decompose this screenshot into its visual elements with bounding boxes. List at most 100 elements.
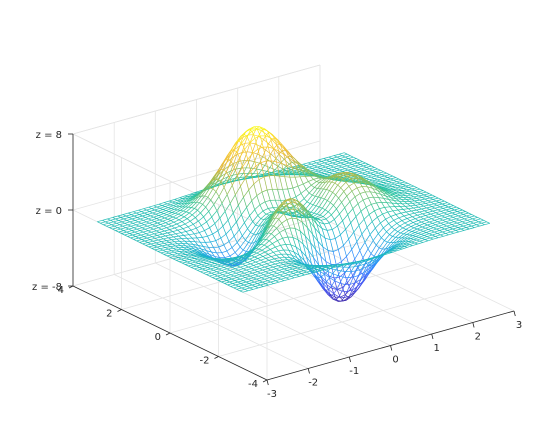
mesh-line-along-y — [173, 232, 176, 234]
mesh-line-along-x — [402, 190, 407, 191]
mesh-line-along-y — [331, 215, 334, 220]
mesh-line-along-x — [366, 166, 371, 167]
mesh-line-along-y — [179, 236, 182, 239]
mesh-line-along-x — [334, 214, 339, 219]
mesh-line-along-x — [253, 288, 258, 290]
mesh-line-along-y — [387, 173, 390, 175]
mesh-line-along-y — [261, 260, 264, 262]
mesh-line-along-x — [381, 232, 386, 238]
mesh-line-along-y — [409, 215, 412, 217]
mesh-line-along-x — [264, 260, 269, 262]
mesh-line-along-x — [451, 219, 456, 220]
mesh-line-along-x — [149, 246, 154, 247]
mesh-line-along-x — [335, 159, 340, 160]
mesh-line-along-x — [239, 161, 244, 162]
mesh-line-along-y — [281, 245, 284, 250]
mesh-line-along-x — [135, 231, 140, 233]
mesh-line-along-x — [165, 216, 170, 218]
mesh-line-along-y — [248, 243, 251, 244]
mesh-line-along-x — [225, 282, 230, 283]
mesh-line-along-x — [241, 207, 246, 214]
mesh-line-along-y — [321, 274, 324, 277]
mesh-line-along-x — [309, 188, 314, 194]
mesh-line-along-x — [423, 201, 428, 202]
mesh-line-along-y — [330, 203, 333, 206]
mesh-line-along-y — [261, 219, 264, 220]
mesh-line-along-y — [327, 190, 330, 191]
mesh-line-along-x — [170, 203, 175, 205]
mesh-line-along-y — [328, 212, 331, 215]
mesh-line-along-y — [143, 232, 146, 234]
mesh-line-along-x — [347, 250, 352, 257]
mesh-line-along-x — [453, 216, 458, 218]
mesh-line-along-y — [240, 158, 243, 167]
mesh-line-along-y — [267, 247, 270, 250]
mesh-line-along-x — [393, 186, 398, 187]
mesh-line-along-x — [253, 259, 258, 261]
mesh-line-along-y — [253, 261, 256, 263]
mesh-line-along-x — [429, 204, 434, 205]
mesh-line-along-x — [260, 202, 265, 205]
mesh-line-along-y — [272, 189, 275, 200]
mesh-line-along-x — [249, 270, 254, 272]
mesh-line-along-x — [198, 217, 203, 221]
mesh-line-along-x — [105, 220, 110, 222]
mesh-line-along-x — [406, 185, 411, 186]
mesh-line-along-y — [210, 228, 213, 234]
mesh-line-along-y — [191, 230, 194, 234]
mesh-line-along-y — [352, 191, 355, 197]
mesh-line-along-y — [174, 237, 177, 239]
mesh-line-along-x — [166, 251, 171, 252]
mesh-line-along-y — [205, 231, 208, 237]
mesh-line-along-x — [360, 192, 365, 194]
mesh-line-along-x — [390, 230, 395, 235]
mesh-line-along-x — [248, 289, 253, 290]
mesh-line-along-x — [164, 224, 169, 226]
mesh-line-along-x — [275, 275, 280, 276]
mesh-line-along-y — [397, 223, 400, 226]
mesh-line-along-y — [288, 237, 291, 245]
mesh-line-along-x — [275, 233, 280, 237]
mesh-line-along-y — [447, 203, 450, 205]
mesh-line-along-y — [418, 221, 421, 223]
mesh-line-along-x — [460, 223, 465, 224]
mesh-line-along-x — [378, 183, 383, 184]
mesh-line-along-x — [149, 234, 154, 235]
mesh-line-along-x — [288, 188, 293, 189]
mesh-line-along-x — [198, 259, 203, 260]
mesh-line-along-y — [395, 207, 398, 210]
mesh-line-along-x — [250, 143, 255, 144]
mesh-line-along-x — [367, 222, 372, 228]
mesh-line-along-y — [431, 214, 434, 216]
mesh-line-along-x — [157, 206, 162, 208]
mesh-line-along-x — [360, 174, 365, 175]
mesh-line-along-x — [357, 162, 362, 163]
mesh-line-along-x — [246, 269, 251, 271]
mesh-line-along-x — [133, 234, 138, 235]
mesh-line-along-x — [199, 262, 204, 263]
mesh-line-along-x — [392, 223, 397, 227]
mesh-line-along-x — [150, 238, 155, 239]
mesh-line-along-x — [173, 230, 178, 231]
mesh-line-along-x — [238, 269, 243, 271]
mesh-line-along-x — [429, 232, 434, 234]
mesh-line-along-y — [370, 192, 373, 197]
mesh-line-along-y — [197, 238, 200, 242]
mesh-line-along-y — [356, 217, 359, 226]
mesh-line-along-x — [458, 226, 463, 227]
y-tick-label: 0 — [155, 332, 161, 343]
mesh-line-along-y — [213, 189, 216, 192]
mesh-line-along-y — [166, 223, 169, 225]
mesh-line-along-y — [307, 202, 310, 204]
mesh-line-along-x — [394, 179, 399, 180]
mesh-line-along-y — [273, 267, 276, 269]
mesh-line-along-x — [417, 214, 422, 215]
mesh-line-along-x — [229, 236, 234, 241]
mesh-line-along-y — [347, 154, 350, 156]
mesh-line-along-y — [364, 219, 367, 227]
mesh-line-along-y — [275, 247, 278, 251]
mesh-line-along-x — [269, 259, 274, 260]
mesh-line-along-x — [351, 217, 356, 223]
mesh-line-along-x — [368, 197, 373, 198]
mesh-line-along-x — [216, 278, 221, 279]
